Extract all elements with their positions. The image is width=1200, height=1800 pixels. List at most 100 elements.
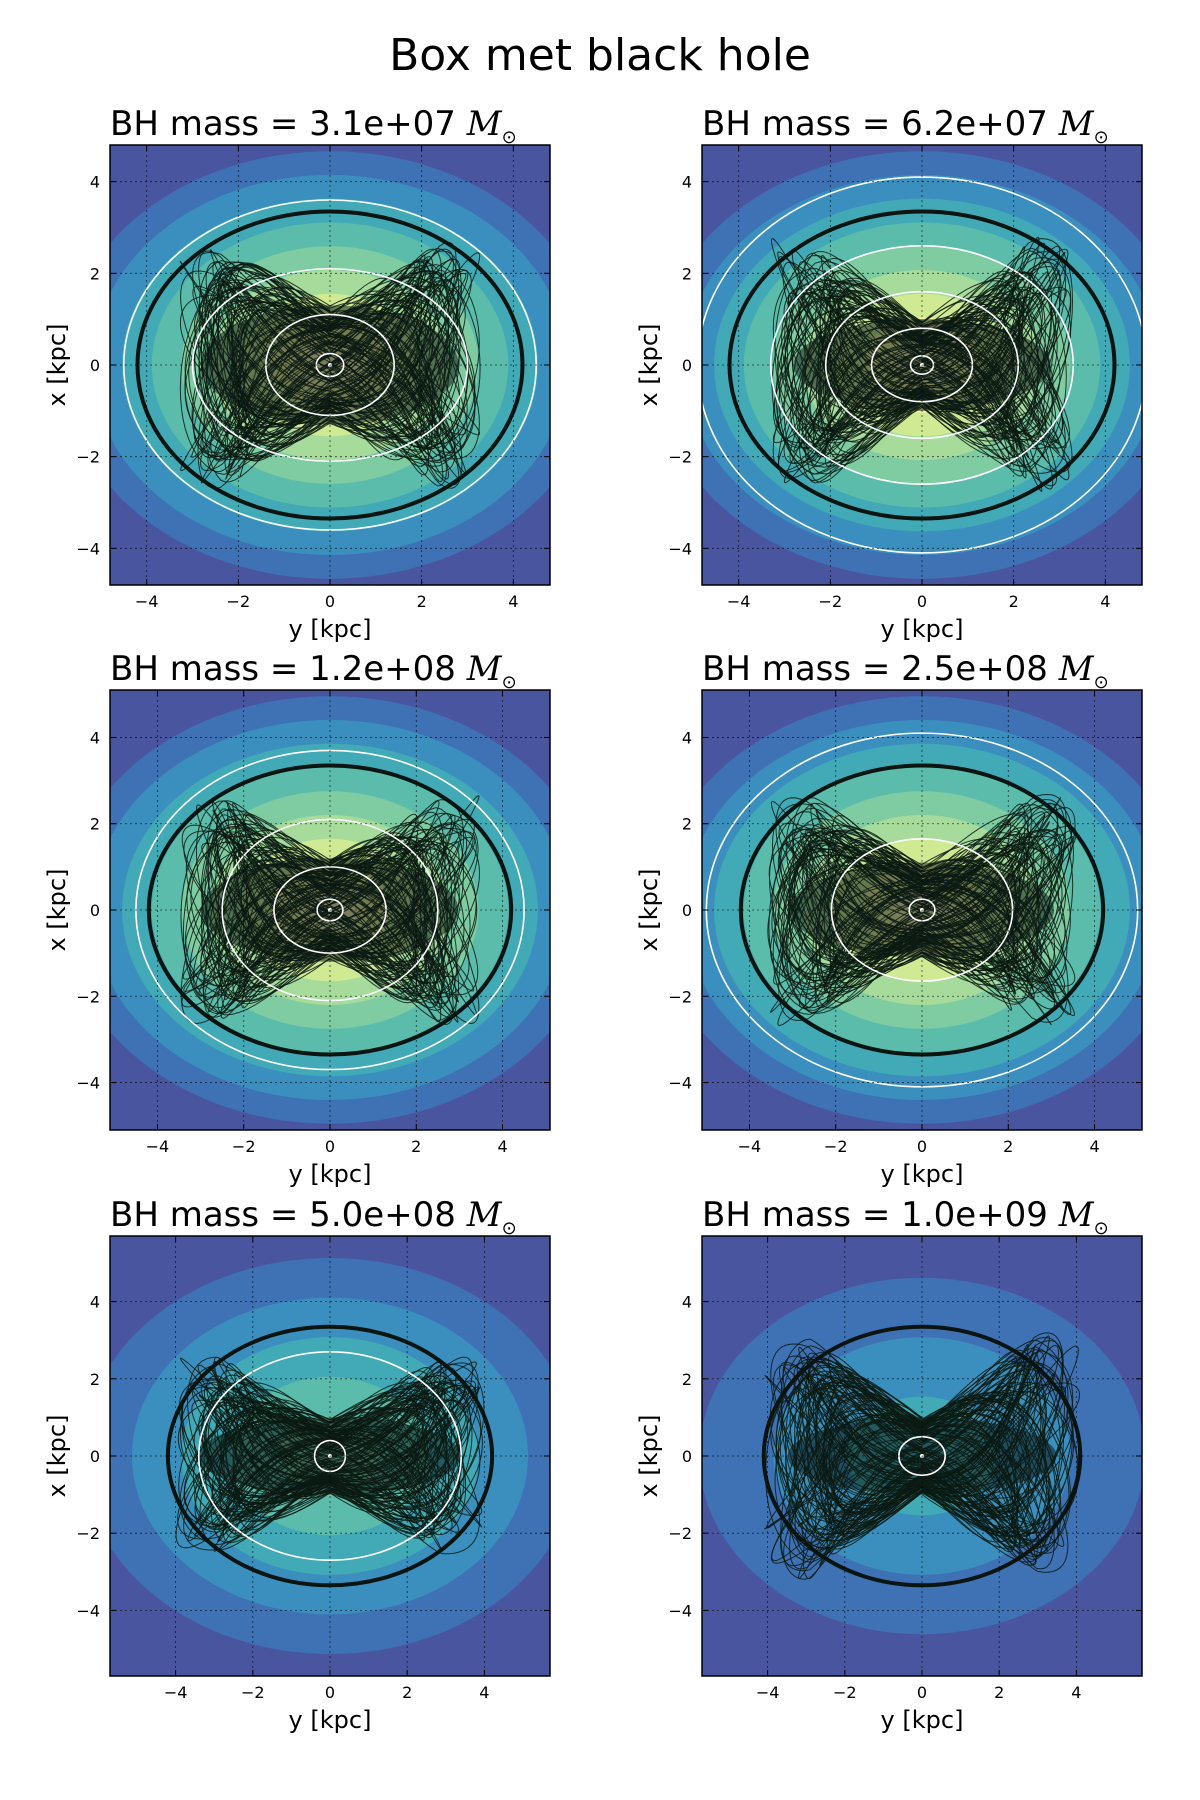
x-tick-label: −2: [824, 1137, 848, 1156]
panel-title: BH mass = 1.2e+08 M⊙: [110, 649, 517, 693]
grid: [702, 1236, 1142, 1676]
x-tick-label: −4: [756, 1683, 780, 1702]
y-tick-label: −2: [668, 1524, 692, 1543]
y-tick-label: 2: [90, 815, 100, 834]
ticks: −4 −2 0 2 4 −4 −2 0 2 4: [668, 1236, 1142, 1702]
y-tick-label: −4: [76, 539, 100, 558]
y-tick-label: −4: [76, 1601, 100, 1620]
y-tick-label: −4: [668, 539, 692, 558]
y-tick-label: 0: [682, 356, 692, 375]
panel-4: −4 −2 0 2 4 −4 −2 0 2 4 y [kpc] x [kpc] BH mass = 2.…: [635, 649, 1143, 1188]
x-tick-label: 0: [325, 1137, 335, 1156]
y-axis-label: x [kpc]: [43, 1415, 71, 1498]
y-tick-label: −2: [76, 448, 100, 467]
y-tick-label: 4: [682, 728, 692, 747]
y-axis-label: x [kpc]: [43, 869, 71, 952]
x-axis-label: y [kpc]: [289, 1706, 372, 1734]
panel-1: −4 −2 0 2 4 −4 −2 0 2 4 y [kpc] x [kpc] BH mass = 3.…: [43, 104, 551, 643]
plot-area: [702, 690, 1142, 1130]
grid: [702, 145, 1142, 585]
panel-title: BH mass = 5.0e+08 M⊙: [110, 1195, 517, 1239]
x-tick-label: 0: [917, 1683, 927, 1702]
x-tick-label: −2: [227, 592, 251, 611]
y-tick-label: 0: [682, 901, 692, 920]
x-axis-label: y [kpc]: [289, 1160, 372, 1188]
panel-6: −4 −2 0 2 4 −4 −2 0 2 4 y [kpc] x [kpc] BH mass = 1.…: [635, 1195, 1143, 1734]
ticks: −4 −2 0 2 4 −4 −2 0 2 4: [668, 145, 1142, 611]
ticks: −4 −2 0 2 4 −4 −2 0 2 4: [76, 1236, 550, 1702]
y-tick-label: 2: [682, 1370, 692, 1389]
x-axis-label: y [kpc]: [881, 1160, 964, 1188]
y-tick-label: 0: [90, 901, 100, 920]
x-axis-label: y [kpc]: [881, 1706, 964, 1734]
y-axis-label: x [kpc]: [635, 1415, 663, 1498]
x-tick-label: 0: [325, 1683, 335, 1702]
panel-title: BH mass = 3.1e+07 M⊙: [110, 104, 517, 148]
x-tick-label: 4: [479, 1683, 489, 1702]
x-tick-label: −2: [833, 1683, 857, 1702]
x-axis-label: y [kpc]: [881, 615, 964, 643]
grid: [110, 1236, 550, 1676]
grid: [702, 690, 1142, 1130]
y-axis-label: x [kpc]: [43, 324, 71, 407]
y-tick-label: −2: [76, 987, 100, 1006]
x-tick-label: −4: [727, 592, 751, 611]
y-tick-label: 4: [682, 173, 692, 192]
y-tick-label: 4: [90, 728, 100, 747]
x-tick-label: 2: [1003, 1137, 1013, 1156]
x-tick-label: 0: [917, 1137, 927, 1156]
y-tick-label: 2: [90, 264, 100, 283]
y-tick-label: 0: [90, 1447, 100, 1466]
x-tick-label: −4: [164, 1683, 188, 1702]
panel-2: −4 −2 0 2 4 −4 −2 0 2 4 y [kpc] x [kpc] BH mass = 6.…: [635, 104, 1143, 643]
x-tick-label: −4: [146, 1137, 170, 1156]
x-tick-label: 4: [1100, 592, 1110, 611]
x-tick-label: 2: [417, 592, 427, 611]
y-tick-label: 4: [682, 1293, 692, 1312]
ticks: −4 −2 0 2 4 −4 −2 0 2 4: [76, 690, 550, 1156]
ticks: −4 −2 0 2 4 −4 −2 0 2 4: [76, 145, 550, 611]
x-tick-label: −2: [819, 592, 843, 611]
panel-title: BH mass = 6.2e+07 M⊙: [702, 104, 1109, 148]
x-tick-label: 4: [497, 1137, 507, 1156]
y-tick-label: 4: [90, 173, 100, 192]
y-tick-label: 0: [682, 1447, 692, 1466]
y-tick-label: −2: [76, 1524, 100, 1543]
y-tick-label: 2: [682, 815, 692, 834]
y-tick-label: −2: [668, 448, 692, 467]
x-tick-label: 2: [994, 1683, 1004, 1702]
panel-title: BH mass = 1.0e+09 M⊙: [702, 1195, 1109, 1239]
y-tick-label: −4: [668, 1601, 692, 1620]
x-tick-label: 0: [917, 592, 927, 611]
plot-area: [702, 1236, 1142, 1676]
panel-3: −4 −2 0 2 4 −4 −2 0 2 4 y [kpc] x [kpc] BH mass = 1.…: [43, 649, 551, 1188]
x-tick-label: 2: [402, 1683, 412, 1702]
ticks: −4 −2 0 2 4 −4 −2 0 2 4: [668, 690, 1142, 1156]
x-tick-label: −2: [232, 1137, 256, 1156]
y-axis-label: x [kpc]: [635, 324, 663, 407]
y-tick-label: 2: [90, 1370, 100, 1389]
plot-area: [110, 145, 550, 585]
plot-area: [110, 690, 550, 1130]
x-tick-label: 4: [1089, 1137, 1099, 1156]
y-tick-label: 0: [90, 356, 100, 375]
y-tick-label: −4: [76, 1074, 100, 1093]
x-tick-label: 4: [508, 592, 518, 611]
grid: [110, 690, 550, 1130]
x-tick-label: 0: [325, 592, 335, 611]
x-tick-label: −4: [135, 592, 159, 611]
x-tick-label: −2: [241, 1683, 265, 1702]
x-tick-label: 2: [1009, 592, 1019, 611]
y-tick-label: 4: [90, 1293, 100, 1312]
potential-contour: [702, 176, 1142, 554]
x-tick-label: −4: [738, 1137, 762, 1156]
x-tick-label: 4: [1071, 1683, 1081, 1702]
y-axis-label: x [kpc]: [635, 869, 663, 952]
grid: [110, 145, 550, 585]
y-tick-label: −4: [668, 1074, 692, 1093]
figure-title: Box met black hole: [389, 30, 811, 81]
y-tick-label: −2: [668, 987, 692, 1006]
x-tick-label: 2: [411, 1137, 421, 1156]
panel-5: −4 −2 0 2 4 −4 −2 0 2 4 y [kpc] x [kpc] BH mass = 5.…: [43, 1195, 551, 1734]
